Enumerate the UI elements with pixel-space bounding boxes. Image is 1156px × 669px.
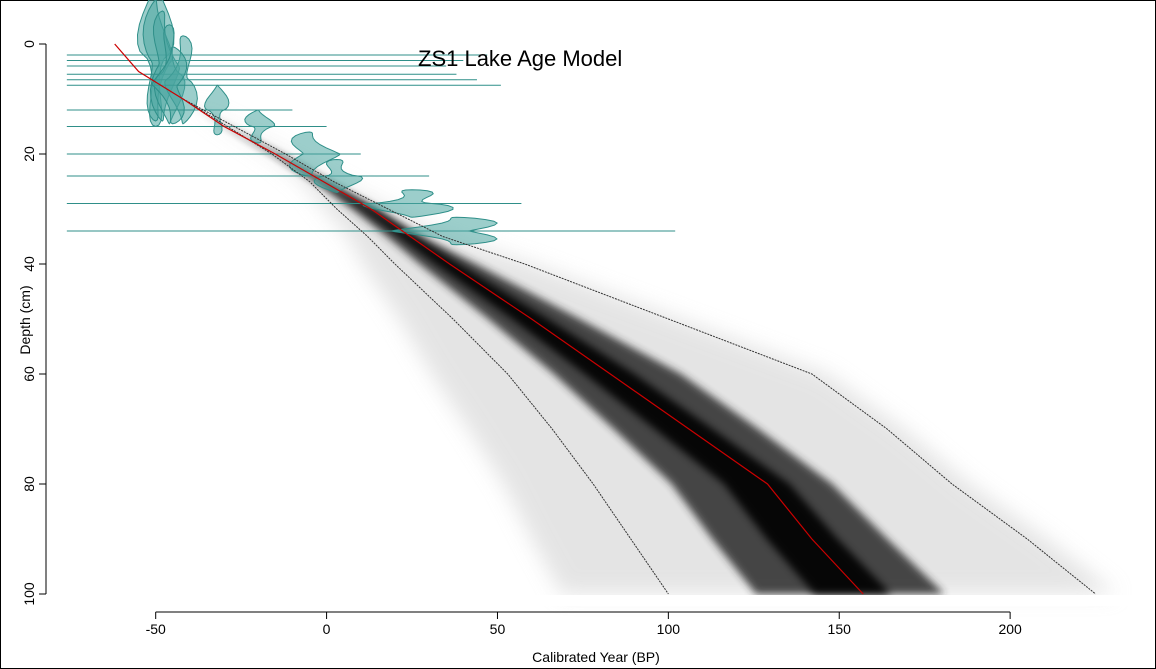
x-tick-label: -50: [146, 621, 166, 637]
x-tick-label: 0: [323, 621, 331, 637]
x-tick-label: 50: [490, 621, 506, 637]
y-axis-label: Depth (cm): [17, 285, 33, 354]
chart-title: ZS1 Lake Age Model: [418, 46, 622, 71]
date-distributions: [66, 0, 676, 246]
y-tick-label: 0: [21, 40, 37, 48]
x-axis-label: Calibrated Year (BP): [532, 649, 660, 665]
date-distribution: [313, 158, 364, 194]
date-distribution: [391, 216, 498, 246]
model-lines: [114, 43, 1096, 595]
x-tick-label: 100: [657, 621, 681, 637]
y-tick-label: 20: [21, 146, 37, 162]
x-tick-label: 200: [998, 621, 1022, 637]
date-distribution: [362, 189, 454, 218]
date-distribution: [288, 131, 341, 177]
density-outer: [183, 99, 1117, 594]
y-tick-label: 100: [21, 582, 37, 606]
axes: -50 0 50 100 150 200 0 20 40 60 80 100: [21, 40, 1022, 637]
density-peak: [183, 99, 892, 594]
y-tick-label: 40: [21, 256, 37, 272]
y-tick-label: 60: [21, 366, 37, 382]
upper-95-line: [182, 98, 1096, 595]
lower-95-line: [182, 98, 669, 595]
density-mask: [60, 595, 1140, 606]
y-tick-label: 80: [21, 476, 37, 492]
date-distribution: [244, 109, 276, 144]
median-line: [114, 43, 864, 595]
age-density-cloud: [60, 99, 1140, 606]
x-tick-label: 150: [828, 621, 852, 637]
